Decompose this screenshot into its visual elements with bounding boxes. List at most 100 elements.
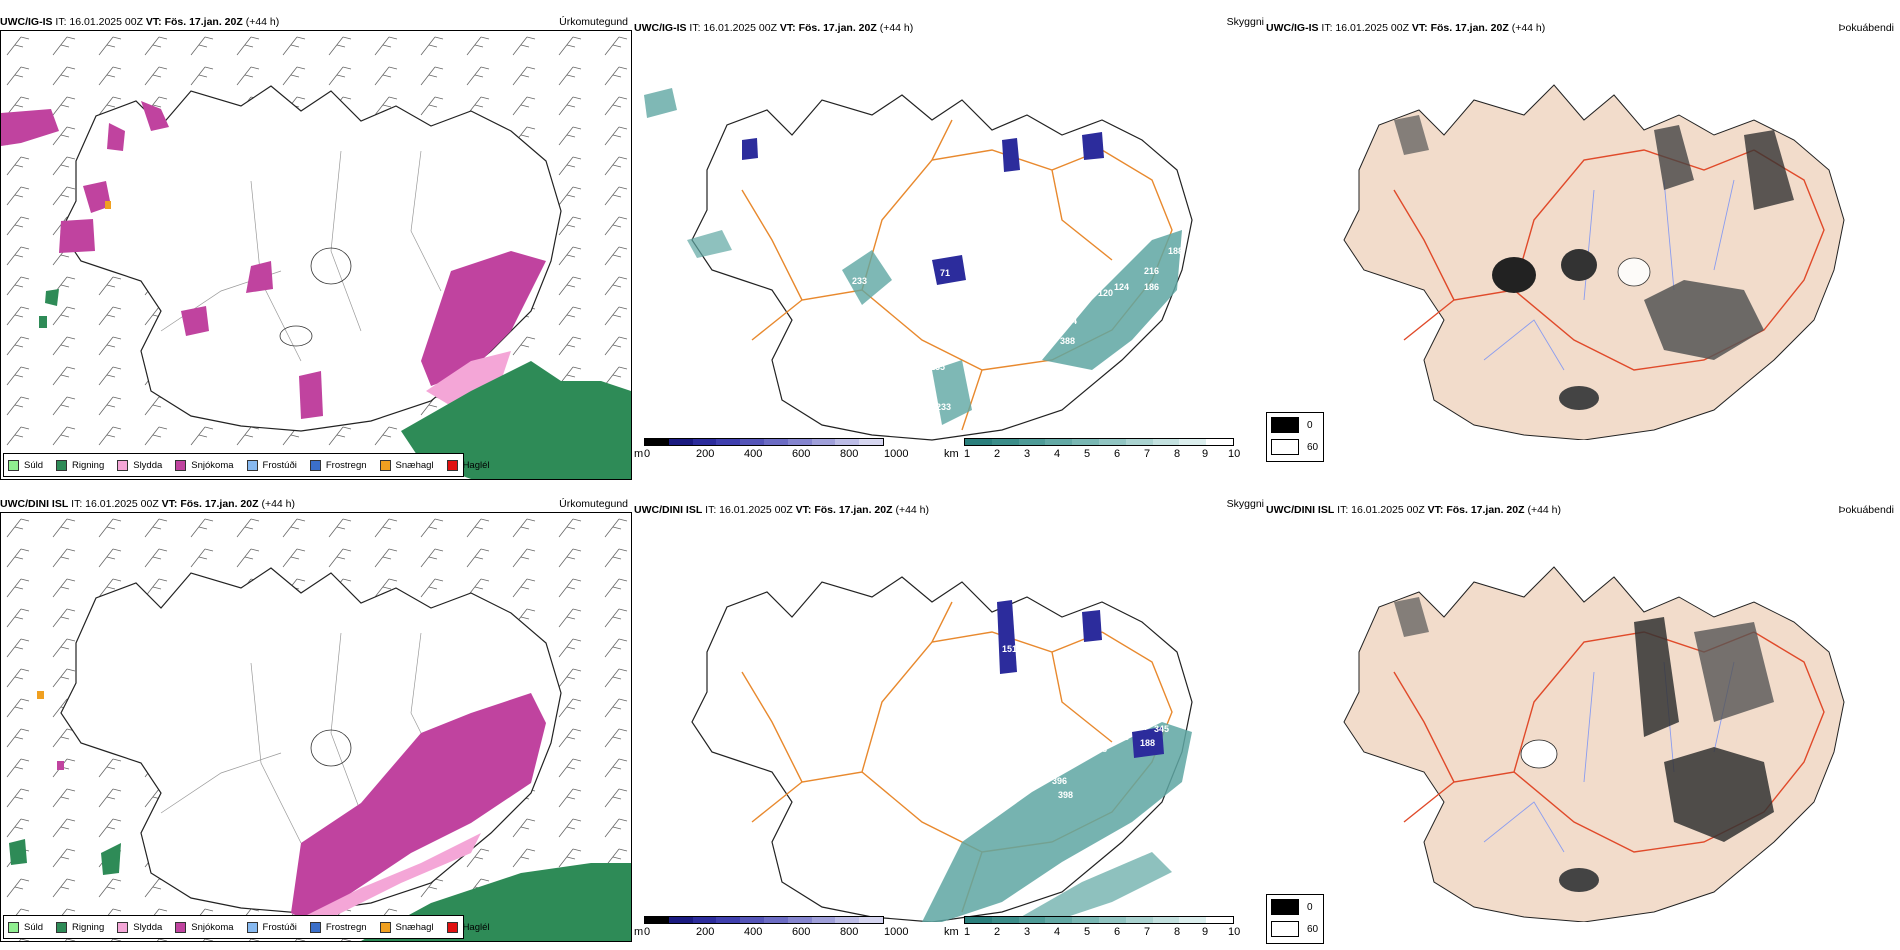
visibility-label: 188 [1140, 738, 1155, 748]
sleet-area [426, 351, 511, 406]
ceiling-area [932, 255, 966, 285]
legend-item-snow: Snjókoma [175, 459, 234, 471]
glacier-outline [310, 729, 352, 767]
visibility-label: 151 [1002, 644, 1017, 654]
valid-time: VT: Fös. 17.jan. 20Z [779, 22, 877, 34]
lead-time: (+44 h) [242, 16, 280, 28]
legend-swatch [175, 921, 187, 933]
legend-swatch [56, 459, 68, 471]
fog-map [1343, 566, 1845, 922]
ice-pellet-area [105, 201, 111, 209]
valid-time: VT: Fös. 17.jan. 20Z [145, 16, 243, 28]
ceiling-area [997, 600, 1017, 674]
visibility-panel: UWC/IG-IS IT: 16.01.2025 00Z VT: Fös. 17… [632, 14, 1264, 480]
precip-type-panel: UWC/IG-IS IT: 16.01.2025 00Z VT: Fös. 17… [0, 14, 632, 480]
ceiling-area [1132, 727, 1164, 758]
visibility-label: 345 [1154, 724, 1169, 734]
snow-area [141, 101, 169, 131]
colorbar-tick: 2 [994, 926, 1001, 938]
panel-title: Skyggni [1226, 16, 1264, 28]
colorbar-tick: 8 [1174, 926, 1181, 938]
visibility-label: 396 [1052, 776, 1067, 786]
colorbar-tick: 600 [792, 448, 811, 460]
snow-area [299, 371, 323, 419]
panel-title: Skyggni [1226, 498, 1264, 510]
visibility-label: 6 [912, 382, 917, 392]
ceiling-area [1082, 610, 1102, 642]
snow-area [421, 251, 546, 386]
legend-swatch [117, 921, 129, 933]
legend-item-sleet: Slydda [117, 459, 162, 471]
panel-header: UWC/DINI ISL IT: 16.01.2025 00Z VT: Fös.… [0, 496, 295, 512]
valid-time: VT: Fös. 17.jan. 20Z [161, 498, 259, 510]
legend-item-drizzle: Súld [8, 459, 43, 471]
snow-area [181, 306, 209, 336]
visibility-map: 151 34 38 313 244 345 208 188 734 396 39… [691, 576, 1193, 922]
ceiling-area [1082, 132, 1104, 160]
colorbar-tick: 200 [696, 448, 715, 460]
visibility-area [1042, 230, 1182, 370]
fog-rivers [1483, 661, 1735, 853]
visibility-label: 56 [780, 108, 790, 118]
visibility-label: 244 [1132, 722, 1147, 732]
colorbar-tick: 5 [1084, 926, 1091, 938]
init-time: IT: 16.01.2025 00Z [68, 498, 162, 510]
panel-header: UWC/DINI ISL IT: 16.01.2025 00Z VT: Fös.… [1266, 502, 1561, 518]
fog-area-gray [1634, 617, 1679, 737]
init-time: IT: 16.01.2025 00Z [686, 22, 780, 34]
fog-swatch [1271, 899, 1299, 915]
fog-area-dark [1559, 868, 1599, 892]
colorbar-tick: 1 [964, 926, 971, 938]
model-name: UWC/IG-IS [0, 16, 53, 28]
legend-swatch [246, 921, 258, 933]
rivers-contours [160, 632, 442, 844]
fog-area-dark [1664, 747, 1774, 842]
lead-time: (+44 h) [1508, 22, 1546, 34]
glacier-outline [1520, 739, 1558, 769]
init-time: IT: 16.01.2025 00Z [1318, 22, 1412, 34]
legend-item-rain: Rigning [56, 921, 104, 933]
precip-map [1, 513, 631, 941]
colorbar-tick: 400 [744, 448, 763, 460]
colorbar-tick: 0 [644, 926, 651, 938]
model-name: UWC/DINI ISL [1266, 504, 1335, 516]
colorbar-tick: 400 [744, 926, 763, 938]
snow-area [83, 181, 111, 213]
fog-area-gray [1694, 622, 1774, 722]
visibility-label: 120 [1098, 288, 1113, 298]
panel-header: UWC/IG-IS IT: 16.01.2025 00Z VT: Fös. 17… [634, 20, 913, 36]
visibility-colorbar-strip [964, 916, 1234, 924]
ice-pellet-area [37, 691, 44, 699]
lead-time: (+44 h) [1524, 504, 1562, 516]
model-name: UWC/DINI ISL [634, 504, 703, 516]
colorbar-tick: 2 [994, 448, 1001, 460]
visibility-colorbar-strip [964, 438, 1234, 446]
colorbar-tick: 200 [696, 926, 715, 938]
valid-time: VT: Fös. 17.jan. 20Z [1411, 22, 1509, 34]
colorbar-tick: 10 [1228, 926, 1241, 938]
panel-header: UWC/IG-IS IT: 16.01.2025 00Z VT: Fös. 17… [0, 14, 279, 30]
legend-item-sleet: Slydda [117, 921, 162, 933]
legend-item-snow: Snjókoma [175, 921, 234, 933]
colorbar-tick: 800 [840, 926, 859, 938]
visibility-label: 313 [1114, 732, 1129, 742]
colorbar-tick: 4 [1054, 448, 1061, 460]
colorbar-tick: 6 [1114, 926, 1121, 938]
colorbar-tick: 3 [1024, 448, 1031, 460]
fog-legend-row: 60 [1271, 921, 1318, 937]
colorbar-tick: 9 [1202, 926, 1209, 938]
ceiling-colorbar: m 0 200 400 600 800 1000 [634, 438, 908, 464]
visibility-label: 186 [1144, 282, 1159, 292]
precip-map-frame: Súld Rigning Slydda Snjókoma Frostúði Fr… [0, 512, 632, 942]
ceiling-colorbar-strip [644, 916, 884, 924]
fog-area-dark [1559, 386, 1599, 410]
legend-swatch [379, 921, 391, 933]
colorbar-tick: 600 [792, 926, 811, 938]
ceiling-colorbar-strip [644, 438, 884, 446]
colorbar-tick: 7 [1144, 926, 1151, 938]
panel-title: Úrkomutegund [559, 498, 628, 510]
valid-time: VT: Fös. 17.jan. 20Z [795, 504, 893, 516]
fog-area-gray [1744, 130, 1794, 210]
panel-header: UWC/IG-IS IT: 16.01.2025 00Z VT: Fös. 17… [1266, 20, 1545, 36]
fog-legend: 0 60 [1266, 894, 1324, 944]
